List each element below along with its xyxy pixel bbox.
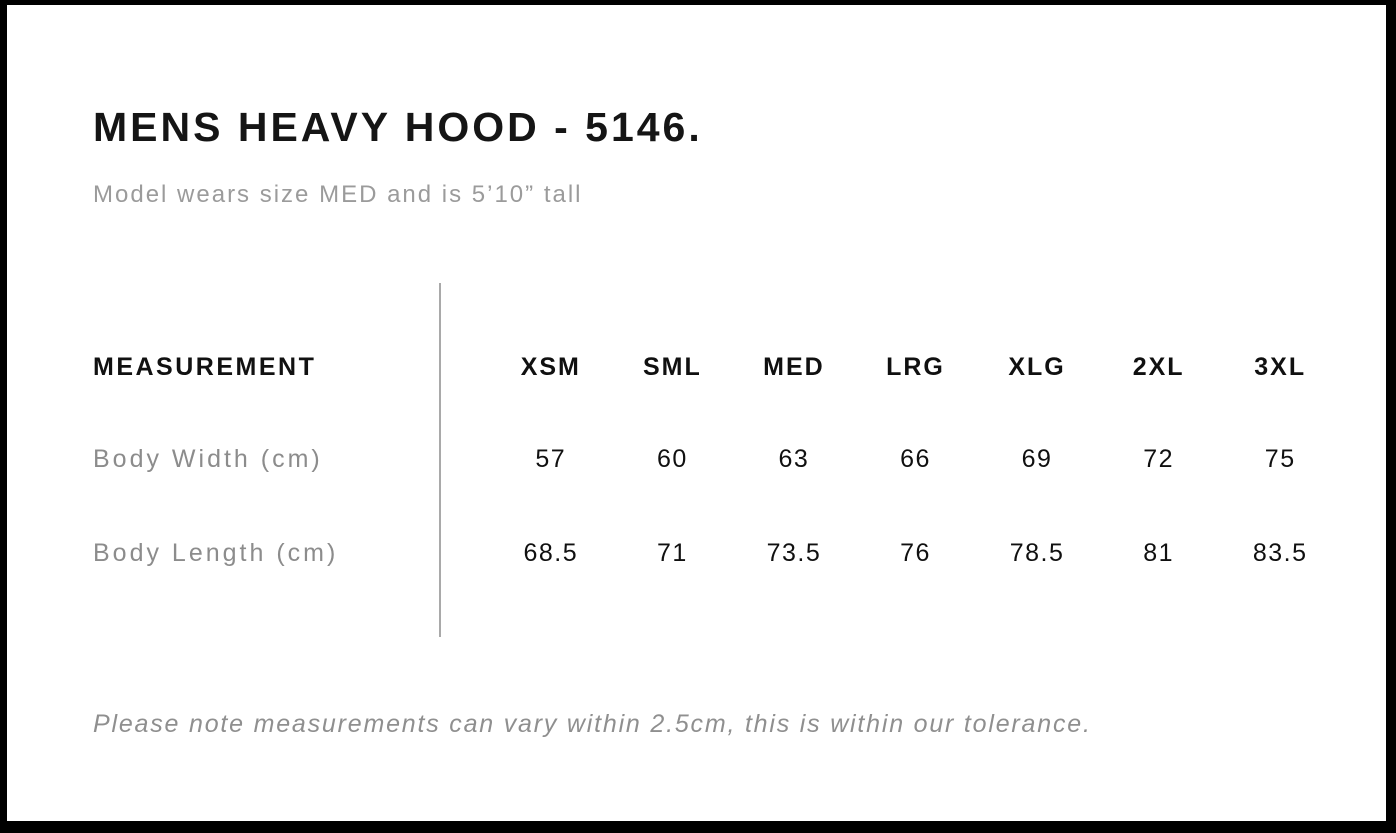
size-cell: 66 [900,444,931,473]
page-title: MENS HEAVY HOOD - 5146. [93,104,703,150]
size-cell: 78.5 [1009,538,1065,567]
column-header-xsm: XSM [520,352,581,381]
size-cell: 75 [1264,444,1296,473]
column-header-3xl: 3XL [1254,352,1307,381]
column-header-med: MED [763,352,825,381]
size-cell: 73.5 [766,538,822,567]
size-cell: 83.5 [1252,538,1308,567]
size-cell: 76 [900,538,931,567]
model-size-note: Model wears size MED and is 5’10” tall [93,181,583,208]
table-divider [439,283,441,637]
table-row-body-width: Body Width (cm) 57 60 63 66 69 72 75 [93,443,1341,475]
size-cell: 69 [1021,444,1053,473]
size-cell: 68.5 [523,538,579,567]
table-row-body-length: Body Length (cm) 68.5 71 73.5 76 78.5 81… [93,537,1341,569]
row-label-body-width: Body Width (cm) [93,444,323,473]
size-table-header-row: MEASUREMENT XSM SML MED LRG XLG 2XL 3XL [93,351,1341,383]
size-cell: 72 [1143,444,1175,473]
size-cell: 81 [1143,538,1175,567]
size-cell: 57 [535,444,567,473]
column-header-sml: SML [642,352,702,381]
column-header-measurement: MEASUREMENT [93,352,317,381]
tolerance-note: Please note measurements can vary within… [93,710,1092,738]
column-header-lrg: LRG [886,352,945,381]
size-cell: 71 [656,538,688,567]
row-label-body-length: Body Length (cm) [93,538,339,567]
column-header-xlg: XLG [1008,352,1066,381]
size-cell: 63 [778,444,810,473]
size-cell: 60 [656,444,688,473]
column-header-2xl: 2XL [1132,352,1185,381]
